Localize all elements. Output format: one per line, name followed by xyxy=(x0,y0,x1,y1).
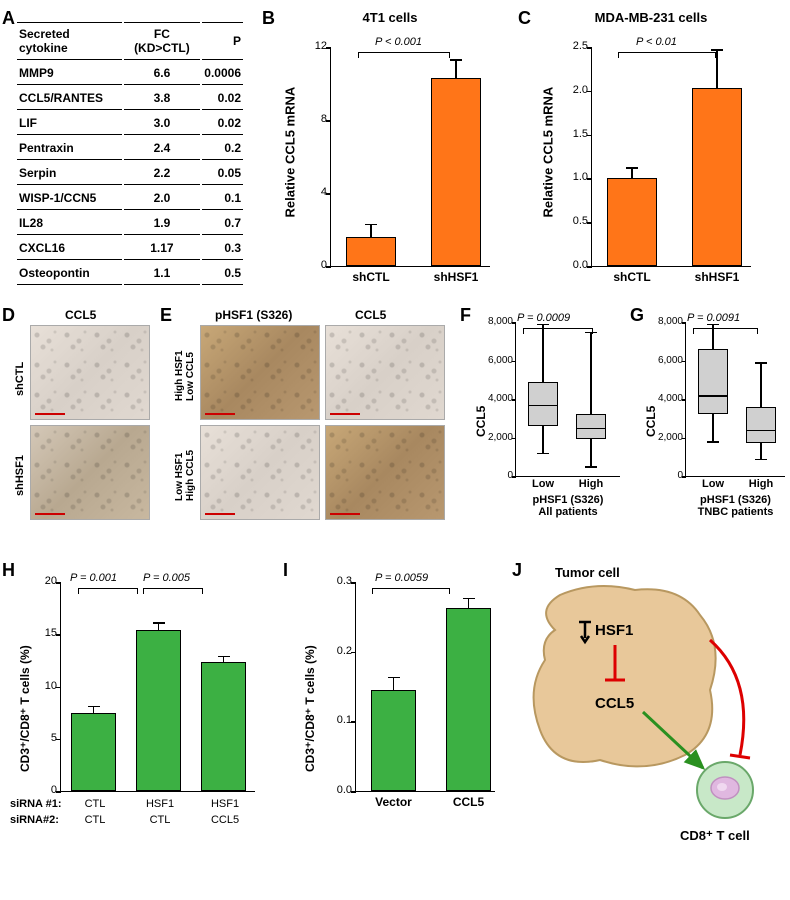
chart-b-title: 4T1 cells xyxy=(280,10,500,25)
panel-label-b: B xyxy=(262,8,275,29)
chart-c-ylabel: Relative CCL5 mRNA xyxy=(541,87,556,218)
svg-text:CCL5: CCL5 xyxy=(595,695,634,712)
panel-label-d: D xyxy=(2,305,15,326)
chart-b: 4T1 cells Relative CCL5 mRNA P < 0.001 0… xyxy=(280,10,500,290)
cytokine-table: Secreted cytokine FC (KD>CTL) P MMP96.60… xyxy=(15,20,245,287)
svg-text:HSF1: HSF1 xyxy=(595,622,633,639)
panel-label-e: E xyxy=(160,305,172,326)
histo-d-1 xyxy=(30,425,150,520)
th-fc: FC (KD>CTL) xyxy=(124,22,201,60)
chart-h-area: 05101520 xyxy=(60,582,255,792)
chart-c-title: MDA-MB-231 cells xyxy=(536,10,766,25)
chart-b-area: 04812shCTLshHSF1 xyxy=(330,47,490,267)
panel-label-h: H xyxy=(2,560,15,581)
panel-label-g: G xyxy=(630,305,644,326)
panel-e-col0: pHSF1 (S326) xyxy=(215,308,292,322)
chart-g-area: 02,0004,0006,0008,000LowHighpHSF1 (S326)… xyxy=(685,322,785,477)
panel-j-diagram: HSF1 CCL5 CD8⁺ T cell xyxy=(525,580,785,860)
panel-d-row1: shHSF1 xyxy=(14,456,26,496)
panel-label-i: I xyxy=(283,560,288,581)
chart-c: MDA-MB-231 cells Relative CCL5 mRNA P < … xyxy=(536,10,766,290)
chart-h-ylabel: CD3⁺/CD8⁺ T cells (%) xyxy=(18,645,32,772)
panel-e-row1: Low HSF1High CCL5 xyxy=(174,461,196,501)
chart-f: CCL5 P = 0.0009 02,0004,0006,0008,000Low… xyxy=(475,310,625,530)
histo-e-00 xyxy=(200,325,320,420)
panel-label-f: F xyxy=(460,305,471,326)
histo-e-01 xyxy=(325,325,445,420)
panel-j-title: Tumor cell xyxy=(555,565,620,580)
th-p: P xyxy=(202,22,243,60)
panel-e-col1: CCL5 xyxy=(355,308,386,322)
chart-h: CD3⁺/CD8⁺ T cells (%) P = 0.001 P = 0.00… xyxy=(15,570,275,870)
panel-label-c: C xyxy=(518,8,531,29)
figure-container: A Secreted cytokine FC (KD>CTL) P MMP96.… xyxy=(0,0,790,900)
panel-e-row0: High HSF1Low CCL5 xyxy=(174,361,196,401)
histo-e-11 xyxy=(325,425,445,520)
th-cytokine: Secreted cytokine xyxy=(17,22,122,60)
svg-text:CD8⁺ T cell: CD8⁺ T cell xyxy=(680,828,750,843)
chart-g: CCL5 P = 0.0091 02,0004,0006,0008,000Low… xyxy=(645,310,790,530)
histo-e-10 xyxy=(200,425,320,520)
chart-c-area: 0.00.51.01.52.02.5shCTLshHSF1 xyxy=(591,47,751,267)
chart-f-area: 02,0004,0006,0008,000LowHighpHSF1 (S326)… xyxy=(515,322,620,477)
chart-i-ylabel: CD3⁺/CD8⁺ T cells (%) xyxy=(303,645,317,772)
chart-i: CD3⁺/CD8⁺ T cells (%) P = 0.0059 0.00.10… xyxy=(300,570,500,850)
panel-d-title: CCL5 xyxy=(65,308,96,322)
panel-label-j: J xyxy=(512,560,522,581)
panel-label-a: A xyxy=(2,8,15,29)
chart-i-area: 0.00.10.20.3VectorCCL5 xyxy=(355,582,495,792)
histo-d-0 xyxy=(30,325,150,420)
panel-d-row0: shCTL xyxy=(14,356,26,396)
